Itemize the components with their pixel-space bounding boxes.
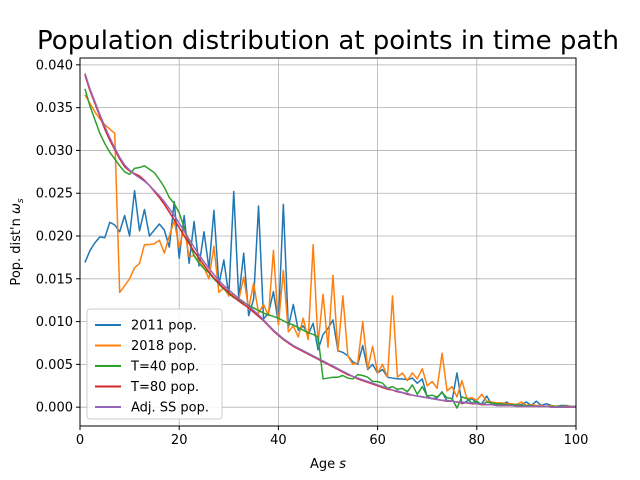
series-line-t-40-pop — [84, 88, 576, 409]
x-axis-ticks: 0 20 40 60 80 100 — [76, 426, 589, 448]
y-tick-label: 0.000 — [36, 401, 73, 416]
x-axis-label-var: s — [339, 457, 346, 472]
plot-frame — [79, 57, 577, 427]
legend-label: T=80 pop. — [130, 380, 199, 395]
y-tick-label: 0.040 — [36, 58, 73, 73]
y-tick-label: 0.035 — [36, 101, 73, 116]
chart-title: Population distribution at points in tim… — [37, 26, 619, 56]
y-tick-label: 0.030 — [36, 144, 73, 159]
series-line-2018-pop — [84, 94, 577, 408]
y-tick-label: 0.005 — [36, 358, 73, 373]
x-tick-label: 80 — [469, 433, 486, 448]
y-axis-label-subscript: s — [16, 198, 26, 203]
x-tick-label: 60 — [369, 433, 386, 448]
y-tick-label: 0.025 — [36, 187, 73, 202]
y-tick-label: 0.020 — [36, 230, 73, 245]
legend-box — [86, 308, 223, 420]
x-tick-label: 40 — [270, 433, 287, 448]
y-tick-label: 0.010 — [36, 315, 73, 330]
x-axis-label-text: Age — [310, 457, 335, 472]
x-tick-label: 0 — [76, 433, 84, 448]
y-axis-label-symbol: ω — [9, 203, 24, 214]
y-tick-label: 0.015 — [36, 272, 73, 287]
legend-label: 2011 pop. — [131, 319, 197, 334]
x-axis-label: Age s — [310, 457, 346, 472]
series-lines — [84, 73, 577, 409]
x-tick-label: 20 — [171, 433, 188, 448]
y-axis-label-text: Pop. dist'n — [9, 218, 24, 285]
x-tick-label: 100 — [564, 433, 589, 448]
series-line-adj-ss-pop — [84, 73, 576, 408]
legend-label: T=40 pop. — [130, 360, 199, 375]
legend-label: 2018 pop. — [131, 339, 197, 354]
legend: 2011 pop. 2018 pop. T=40 pop. T=80 pop. Adj.… — [86, 308, 223, 420]
y-axis-label: Pop. dist'n ωs — [9, 198, 26, 285]
y-axis-ticks: 0.000 0.005 0.010 0.015 0.020 0.025 0.030 0.035… — [36, 58, 80, 416]
legend-label: Adj. SS pop. — [131, 401, 209, 416]
